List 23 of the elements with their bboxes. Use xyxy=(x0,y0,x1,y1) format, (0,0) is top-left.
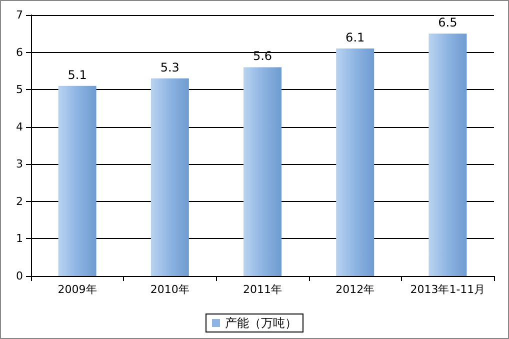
x-tick-label: 2009年 xyxy=(58,283,97,296)
bar xyxy=(58,86,96,276)
data-label: 5.1 xyxy=(68,68,87,82)
y-tick-label: 5 xyxy=(16,83,23,96)
data-label: 5.3 xyxy=(160,60,180,74)
y-tick-label: 0 xyxy=(16,270,23,282)
y-tick-label: 3 xyxy=(16,158,23,171)
bar xyxy=(150,78,189,276)
bar xyxy=(244,67,282,276)
y-tick-label: 4 xyxy=(16,120,23,134)
y-tick-label: 1 xyxy=(16,232,23,246)
x-tick-label: 2013年1-11月 xyxy=(410,283,486,296)
y-tick-label: 6 xyxy=(16,46,23,59)
bar xyxy=(428,34,467,276)
y-tick-label: 7 xyxy=(16,8,23,22)
x-tick-label: 2010年 xyxy=(150,283,190,296)
x-tick-label: 2012年 xyxy=(336,283,375,296)
x-tick-label: 2011年 xyxy=(243,283,282,296)
y-tick-label: 2 xyxy=(16,194,23,208)
legend-label: 产能（万吨） xyxy=(225,316,297,330)
bar xyxy=(336,48,374,276)
data-label: 6.1 xyxy=(346,30,365,45)
data-label: 6.5 xyxy=(438,16,458,30)
